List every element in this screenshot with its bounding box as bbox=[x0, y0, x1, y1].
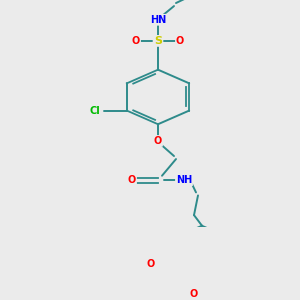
Text: O: O bbox=[154, 136, 162, 146]
Text: Cl: Cl bbox=[89, 106, 100, 116]
Text: O: O bbox=[176, 36, 184, 46]
Text: S: S bbox=[154, 36, 162, 46]
Text: HN: HN bbox=[150, 15, 166, 25]
Text: O: O bbox=[128, 175, 136, 185]
Text: O: O bbox=[132, 36, 140, 46]
Text: O: O bbox=[190, 289, 198, 299]
Text: NH: NH bbox=[176, 175, 192, 185]
Text: O: O bbox=[146, 260, 155, 269]
